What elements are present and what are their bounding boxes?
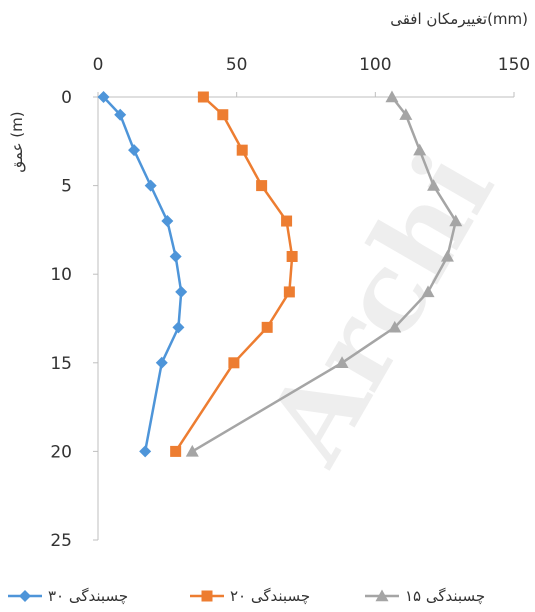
y-tick-label: 0 <box>61 88 72 108</box>
data-point <box>335 356 349 368</box>
axes: 0 50 100 150 0 5 10 15 20 25 <box>50 55 530 551</box>
data-point <box>385 90 399 103</box>
legend-label: چسبندگی ۲۰ <box>230 587 310 605</box>
data-point <box>19 590 31 602</box>
data-point <box>236 144 248 156</box>
data-point <box>175 285 188 298</box>
data-point <box>283 286 295 298</box>
data-point <box>169 250 182 263</box>
data-point <box>217 109 229 121</box>
series-1 <box>97 91 188 458</box>
series-line <box>191 96 458 453</box>
data-point <box>375 589 389 602</box>
data-point <box>201 590 213 602</box>
y-tick-label: 5 <box>61 177 72 197</box>
x-axis-title: تغییرمکان افقی(mm) <box>390 10 528 28</box>
series-3 <box>185 90 463 457</box>
data-point <box>286 250 298 262</box>
x-tick-label: 50 <box>226 55 248 75</box>
data-point <box>139 445 152 458</box>
data-point <box>228 357 240 369</box>
data-point <box>427 179 441 191</box>
data-point <box>144 179 157 192</box>
data-point <box>413 143 427 156</box>
series-line <box>102 96 183 452</box>
data-point <box>197 91 209 103</box>
data-point <box>172 321 185 334</box>
legend-item: چسبندگی ۱۵ <box>365 587 485 605</box>
y-tick-label: 10 <box>50 265 72 285</box>
data-point <box>421 285 435 298</box>
legend-item: چسبندگی ۳۰ <box>8 587 128 605</box>
y-tick-label: 25 <box>50 531 72 551</box>
legend-label: چسبندگی ۱۵ <box>405 587 485 605</box>
legend: چسبندگی ۳۰ چسبندگی ۲۰ چسبندگی ۱۵ <box>8 587 485 605</box>
x-tick-label: 0 <box>93 55 104 75</box>
data-point <box>388 320 402 333</box>
series-layer <box>97 90 463 458</box>
data-point <box>399 108 413 120</box>
x-tick-label: 100 <box>359 55 391 75</box>
data-point <box>170 445 182 457</box>
legend-label: چسبندگی ۳۰ <box>48 587 128 605</box>
y-tick-label: 20 <box>50 442 72 462</box>
data-point <box>185 444 199 457</box>
y-tick-label: 15 <box>50 354 72 374</box>
data-point <box>261 321 273 333</box>
legend-item: چسبندگی ۲۰ <box>190 587 310 605</box>
data-point <box>440 249 454 262</box>
watermark-text: Archi <box>240 131 518 484</box>
series-2 <box>170 91 298 457</box>
data-point <box>114 108 127 121</box>
data-point <box>449 214 463 227</box>
data-point <box>281 215 293 227</box>
data-point <box>128 144 141 157</box>
series-line <box>174 96 294 453</box>
data-point <box>161 215 174 228</box>
data-point <box>256 180 268 192</box>
data-point <box>97 91 110 103</box>
y-axis-title: عمق (m) <box>8 111 26 172</box>
x-tick-label: 150 <box>498 55 530 75</box>
data-point <box>155 356 168 369</box>
